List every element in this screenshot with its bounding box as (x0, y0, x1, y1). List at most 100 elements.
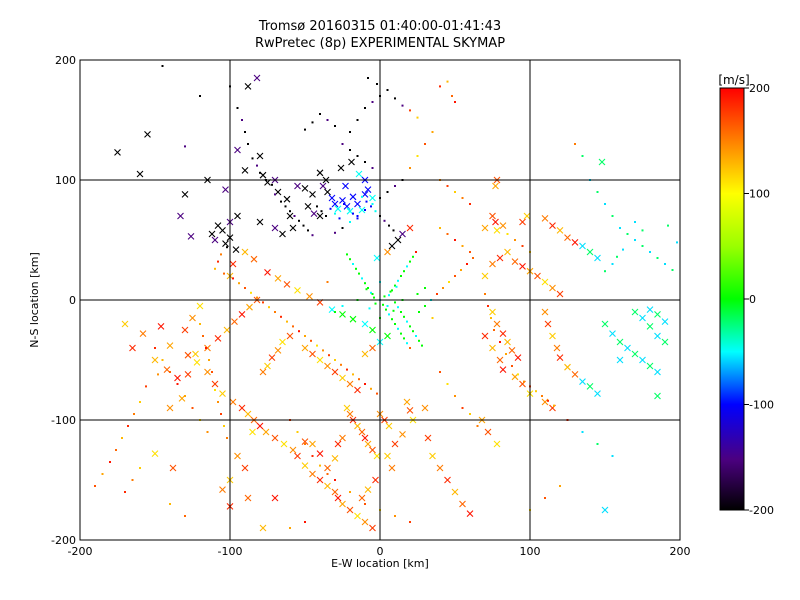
scatter-dot (415, 335, 417, 337)
scatter-dot (401, 104, 404, 107)
scatter-dot (371, 101, 374, 103)
scatter-cross (594, 254, 601, 262)
scatter-cross (564, 363, 571, 371)
scatter-dot (394, 301, 396, 304)
scatter-cross (204, 344, 211, 352)
scatter-dot (664, 263, 666, 265)
scatter-cross (339, 374, 346, 382)
scatter-cross (601, 320, 609, 328)
scatter-cross (354, 386, 361, 394)
scatter-cross (385, 422, 393, 430)
scatter-dot (505, 353, 507, 355)
scatter-dot (127, 425, 129, 427)
scatter-cross (301, 185, 309, 192)
scatter-cross (157, 323, 165, 330)
scatter-cross (549, 332, 556, 340)
scatter-cross (624, 344, 631, 352)
scatter-dot (101, 473, 104, 475)
chart-subtitle: RwPretec (8p) EXPERIMENTAL SKYMAP (255, 36, 505, 51)
scatter-dot (391, 318, 393, 321)
scatter-cross (346, 380, 354, 388)
scatter-dot (667, 224, 669, 227)
scatter-dot (442, 287, 444, 289)
scatter-dot (326, 119, 329, 121)
scatter-dot (176, 383, 179, 385)
scatter-dot (371, 203, 374, 205)
scatter-cross (343, 404, 351, 412)
scatter-cross (361, 518, 369, 526)
scatter-dot (376, 83, 378, 85)
scatter-dot (365, 200, 368, 203)
scatter-dot (302, 224, 305, 227)
scatter-cross (631, 308, 639, 316)
scatter-dot (676, 241, 678, 244)
scatter-dot (469, 413, 471, 415)
scatter-dot (319, 113, 321, 115)
scatter-dot (274, 193, 276, 196)
scatter-dot (373, 296, 375, 299)
scatter-dot (121, 437, 123, 439)
scatter-cross (301, 462, 309, 469)
scatter-cross (246, 303, 253, 311)
scatter-cross (654, 392, 661, 400)
scatter-cross (481, 272, 489, 280)
scatter-cross (399, 431, 406, 438)
scatter-cross (324, 482, 331, 490)
scatter-cross (481, 224, 489, 232)
scatter-cross (166, 404, 174, 412)
x-tick-label: -100 (218, 545, 243, 558)
scatter-cross (289, 446, 297, 454)
scatter-dot (304, 443, 306, 445)
scatter-dot (374, 210, 377, 213)
scatter-cross (504, 338, 511, 346)
scatter-cross (598, 158, 606, 166)
scatter-cross (489, 308, 496, 316)
scatter-cross (139, 330, 147, 337)
scatter-dot (418, 311, 420, 313)
scatter-dot (268, 306, 270, 309)
scatter-cross (256, 422, 264, 430)
scatter-dot (371, 167, 374, 169)
scatter-dot (559, 485, 561, 487)
scatter-dot (469, 251, 471, 253)
scatter-cross (214, 335, 222, 342)
scatter-dot (424, 143, 426, 145)
scatter-cross (654, 311, 661, 318)
scatter-dot (329, 207, 332, 210)
scatter-cross (388, 464, 396, 472)
scatter-dot (191, 407, 194, 409)
scatter-cross (369, 194, 376, 202)
scatter-dot (544, 497, 546, 499)
scatter-points (94, 65, 678, 532)
scatter-dot (383, 295, 386, 298)
scatter-dot (439, 85, 441, 88)
scatter-dot (115, 449, 117, 451)
scatter-cross (234, 146, 241, 154)
scatter-dot (439, 227, 441, 229)
scatter-dot (574, 143, 576, 145)
scatter-cross (421, 404, 429, 412)
scatter-dot (472, 257, 474, 259)
scatter-cross (253, 74, 261, 82)
scatter-dot (154, 347, 156, 349)
x-axis-label: E-W location [km] (331, 557, 429, 570)
scatter-cross (639, 356, 646, 364)
scatter-cross (231, 318, 238, 325)
scatter-cross (579, 242, 586, 250)
scatter-dot (340, 363, 342, 366)
scatter-cross (166, 342, 174, 349)
scatter-dot (262, 301, 264, 304)
scatter-cross (328, 194, 336, 202)
scatter-cross (279, 230, 286, 238)
scatter-dot (316, 344, 318, 347)
scatter-dot (418, 339, 420, 342)
scatter-cross (324, 188, 331, 196)
scatter-dot (641, 245, 644, 247)
scatter-cross (571, 371, 579, 378)
scatter-dot (397, 279, 399, 282)
scatter-cross (394, 236, 402, 244)
scatter-dot (521, 245, 524, 247)
scatter-dot (307, 229, 309, 232)
scatter-dot (352, 263, 354, 265)
scatter-dot (223, 425, 225, 427)
